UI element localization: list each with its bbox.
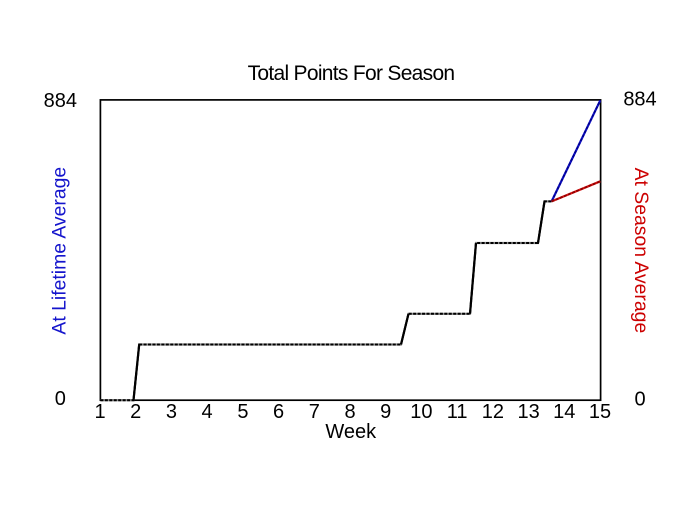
- svg-text:5: 5: [237, 401, 248, 423]
- svg-text:884: 884: [44, 90, 77, 112]
- svg-text:3: 3: [166, 401, 177, 423]
- svg-text:2: 2: [130, 401, 141, 423]
- svg-text:Week: Week: [325, 421, 377, 443]
- svg-text:12: 12: [482, 401, 504, 423]
- svg-text:8: 8: [344, 401, 355, 423]
- svg-text:Total Points For Season: Total Points For Season: [248, 62, 455, 85]
- svg-text:10: 10: [410, 401, 432, 423]
- svg-text:At Season Average: At Season Average: [630, 168, 652, 334]
- svg-text:13: 13: [517, 401, 539, 423]
- svg-text:884: 884: [623, 89, 656, 111]
- svg-text:6: 6: [273, 401, 284, 423]
- svg-text:14: 14: [553, 401, 575, 423]
- svg-text:4: 4: [202, 401, 213, 423]
- svg-text:At Lifetime Average: At Lifetime Average: [49, 167, 71, 335]
- svg-text:0: 0: [634, 389, 645, 411]
- svg-text:11: 11: [447, 401, 468, 423]
- svg-text:7: 7: [309, 401, 320, 423]
- svg-text:1: 1: [94, 401, 105, 423]
- svg-text:15: 15: [589, 401, 611, 423]
- svg-text:0: 0: [55, 388, 66, 410]
- svg-text:9: 9: [380, 401, 391, 423]
